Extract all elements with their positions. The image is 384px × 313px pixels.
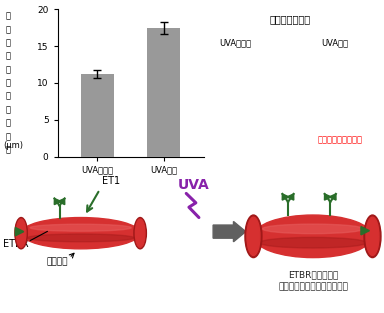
Text: デ: デ — [5, 79, 10, 87]
Text: ETBRが増加し、
毛細血管が拡張しやすくなる: ETBRが増加し、 毛細血管が拡張しやすくなる — [278, 271, 348, 291]
Ellipse shape — [260, 237, 366, 248]
Ellipse shape — [27, 234, 134, 242]
Bar — [81, 74, 114, 156]
Ellipse shape — [15, 218, 27, 249]
Ellipse shape — [30, 224, 131, 231]
Polygon shape — [329, 194, 336, 200]
Ellipse shape — [262, 224, 364, 233]
Text: 平: 平 — [5, 119, 10, 128]
Polygon shape — [15, 228, 24, 236]
Ellipse shape — [253, 215, 372, 258]
Text: 管: 管 — [5, 52, 10, 61]
Ellipse shape — [245, 215, 262, 258]
Text: 毛細血管がより拡張: 毛細血管がより拡張 — [318, 136, 363, 145]
Text: ル: ル — [5, 92, 10, 101]
Ellipse shape — [290, 71, 361, 112]
Ellipse shape — [366, 217, 379, 255]
Ellipse shape — [247, 217, 260, 255]
Ellipse shape — [364, 215, 381, 258]
Text: 血: 血 — [5, 38, 10, 47]
Text: 毛細血管: 毛細血管 — [47, 258, 68, 266]
Text: 毛: 毛 — [5, 12, 10, 21]
Text: 毛細血管モデル: 毛細血管モデル — [269, 14, 311, 24]
Ellipse shape — [231, 78, 251, 105]
Text: モ: モ — [5, 65, 10, 74]
Ellipse shape — [136, 219, 145, 247]
Text: ETBR: ETBR — [3, 239, 29, 249]
Polygon shape — [282, 194, 289, 200]
Polygon shape — [287, 194, 294, 200]
Polygon shape — [361, 227, 369, 235]
Text: UVA照射: UVA照射 — [321, 39, 349, 48]
Bar — [147, 28, 180, 156]
Text: 均: 均 — [5, 132, 10, 141]
Ellipse shape — [134, 218, 146, 249]
Text: の: の — [5, 105, 10, 114]
Text: (μm): (μm) — [3, 141, 23, 150]
Text: ET1: ET1 — [102, 176, 120, 186]
Text: 径: 径 — [5, 145, 10, 154]
Polygon shape — [54, 198, 61, 205]
Ellipse shape — [21, 218, 140, 249]
Polygon shape — [58, 198, 65, 205]
Text: 細: 細 — [5, 25, 10, 34]
FancyArrow shape — [213, 222, 246, 242]
Polygon shape — [324, 194, 331, 200]
Text: UVA: UVA — [178, 178, 210, 192]
Text: UVA非照射: UVA非照射 — [220, 39, 252, 48]
Ellipse shape — [17, 219, 26, 247]
